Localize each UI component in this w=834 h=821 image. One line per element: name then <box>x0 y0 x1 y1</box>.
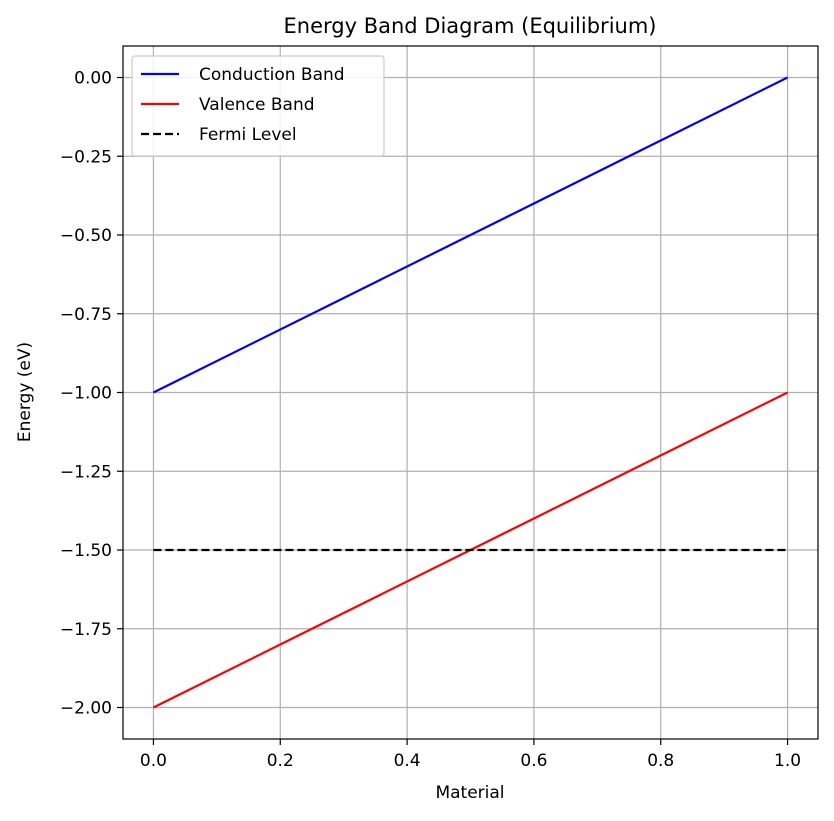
y-tick-label: −2.00 <box>60 699 112 719</box>
legend: Conduction Band Valence Band Fermi Level <box>131 55 385 157</box>
legend-entry-label: Conduction Band <box>199 65 345 85</box>
legend-entry-label: Valence Band <box>199 95 315 115</box>
x-tick-label: 0.2 <box>267 751 294 771</box>
y-axis-label: Energy (eV) <box>15 342 35 442</box>
x-tick-label: 0.0 <box>140 751 167 771</box>
x-axis-label: Material <box>435 783 504 803</box>
y-axis-ticks: 0.00 −0.25 −0.50 −0.75 −1.00 −1.25 −1.50 −1.75 −… <box>60 69 123 719</box>
y-tick-label: −1.25 <box>60 462 112 482</box>
legend-box <box>131 55 385 157</box>
chart-title: Energy Band Diagram (Equilibrium) <box>284 14 657 38</box>
x-tick-label: 0.6 <box>520 751 547 771</box>
y-tick-label: −0.50 <box>60 226 112 246</box>
y-tick-label: −0.75 <box>60 305 112 325</box>
series-line-conduction-band <box>152 76 789 394</box>
legend-entry-label: Fermi Level <box>199 125 297 145</box>
x-axis-ticks: 0.0 0.2 0.4 0.6 0.8 1.0 <box>140 739 801 771</box>
y-tick-label: 0.00 <box>74 69 112 89</box>
x-tick-label: 0.8 <box>647 751 674 771</box>
plot-series <box>152 76 789 709</box>
y-tick-label: −1.75 <box>60 620 112 640</box>
y-tick-label: −1.00 <box>60 384 112 404</box>
y-tick-label: −1.50 <box>60 541 112 561</box>
x-tick-label: 0.4 <box>394 751 421 771</box>
y-tick-label: −0.25 <box>60 147 112 167</box>
x-tick-label: 1.0 <box>774 751 801 771</box>
